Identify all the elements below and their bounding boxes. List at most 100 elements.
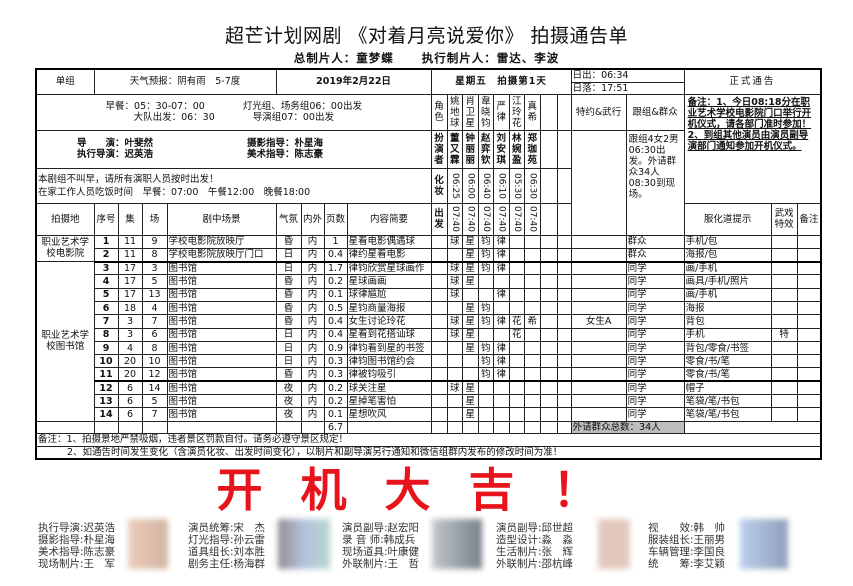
episode: 6 — [117, 407, 143, 422]
cast-mark — [508, 367, 526, 383]
scene-number: 13 — [141, 287, 168, 302]
cast-mark — [508, 380, 526, 396]
props: 笔袋/笔/书包 — [683, 407, 772, 422]
cast-mark — [446, 354, 464, 369]
role-name: 姚地球 — [446, 93, 464, 131]
cast-mark — [493, 327, 510, 342]
blank-cell — [556, 287, 572, 302]
cast-mark — [508, 407, 526, 422]
key-crew: 导 演：叶斐然 摄影指导：朴星海 执行导演：迟英浩 美术指导：陈志豪 — [35, 129, 432, 169]
stunt: 特 — [770, 327, 798, 342]
blank-cell — [539, 380, 558, 396]
blank-cell — [430, 394, 448, 409]
scene-set: 图书馆 — [166, 340, 277, 356]
cast-mark — [524, 394, 541, 409]
crew-member: 摄影指导:朴星海 — [38, 534, 116, 546]
depart-time-text: 07:40 — [449, 206, 460, 232]
sunset: 日落：17:51 — [570, 81, 685, 95]
episode: 17 — [117, 287, 143, 302]
location-cell: 职业艺术学校图书馆 — [35, 261, 95, 422]
cast-mark: 球 — [446, 327, 464, 342]
makeup-time: 06:00 — [462, 167, 479, 204]
cast-mark: 钧 — [477, 300, 495, 316]
blank-cell — [556, 129, 572, 169]
column-header-episode: 集 — [117, 202, 143, 236]
team-depart: 大队出发：06：30 — [133, 112, 215, 123]
pages: 1 — [323, 234, 348, 249]
pages: 0.1 — [323, 287, 348, 302]
crowd-text: 跟组4女2男06:30出发。外请群众34人08:30到现场。 — [625, 129, 685, 236]
crew-column: 演员副导:邱世超 造型设计:淼 淼生活制片:张 辉外联制片:邵杭峰 — [496, 522, 573, 570]
extras: 同学 — [625, 367, 685, 383]
remark — [796, 367, 822, 383]
cast-mark — [524, 367, 541, 383]
extras: 同学 — [625, 380, 685, 396]
blank-cell — [117, 420, 143, 434]
actor-name: 刘安琪 — [493, 129, 510, 169]
blank-cell — [556, 202, 572, 236]
pages: 1.7 — [323, 261, 348, 276]
sunrise: 日出：06:34 — [570, 68, 685, 83]
blank-cell — [539, 247, 558, 263]
blank-cell — [556, 394, 572, 409]
scene-number: 10 — [141, 354, 168, 369]
cast-mark: 律 — [493, 261, 510, 276]
crew-member: 美术指导:陈志豪 — [38, 546, 116, 558]
props: 海报/包 — [683, 247, 772, 263]
blank-cell — [35, 420, 95, 434]
makeup-label: 化妆 — [430, 167, 448, 204]
blank-cell — [141, 420, 168, 434]
cast-mark: 球 — [446, 261, 464, 276]
mood: 昏 — [275, 274, 302, 289]
stunt — [770, 407, 798, 422]
special-actor — [570, 287, 627, 302]
scene-set: 图书馆 — [166, 300, 277, 316]
stunt — [770, 367, 798, 383]
cast-mark — [508, 394, 526, 409]
summary: 星看到花搭讪球 — [346, 327, 432, 342]
stunt — [770, 300, 798, 316]
blank-cell — [556, 354, 572, 369]
interior-exterior: 内 — [300, 340, 325, 356]
role-name: 肖卫星 — [462, 93, 479, 131]
official-notice: 正式通告 — [683, 68, 822, 95]
interior-exterior: 内 — [300, 380, 325, 396]
cast-mark: 星 — [462, 261, 479, 276]
summary: 律钧图书馆约会 — [346, 354, 432, 369]
scene-set: 图书馆 — [166, 367, 277, 383]
summary: 星球画画 — [346, 274, 432, 289]
makeup-time-text: 06:30 — [527, 172, 538, 199]
pages: 0.2 — [323, 394, 348, 409]
cast-mark: 球 — [446, 380, 464, 396]
mood: 日 — [275, 354, 302, 369]
column-header-props: 服化道提示 — [683, 202, 772, 236]
scene-number: 9 — [141, 234, 168, 249]
depart-time-text: 07:40 — [511, 206, 522, 232]
mood: 昏 — [275, 234, 302, 249]
blurred-patch — [740, 519, 788, 569]
special-actor — [570, 247, 627, 263]
pages: 0.4 — [323, 314, 348, 329]
scene-number: 12 — [141, 367, 168, 383]
summary: 女生讨论玲花 — [346, 314, 432, 329]
episode: 6 — [117, 380, 143, 396]
actor-name: 林婉盈 — [508, 129, 526, 169]
blank-cell — [556, 340, 572, 356]
summary: 律约星看电影 — [346, 247, 432, 263]
blank-cell — [556, 407, 572, 422]
cast-mark — [477, 407, 495, 422]
extras: 同学 — [625, 314, 685, 329]
blank-cell — [430, 354, 448, 369]
crew-column: 执行导演:迟英浩 摄影指导:朴星海 美术指导:陈志豪 现场制片:王 军 — [38, 522, 115, 570]
sheet-title: 超芒计划网剧 《对着月亮说爱你》 拍摄通告单 — [224, 25, 629, 47]
special-actor — [570, 340, 627, 356]
makeup-time-text: 06:40 — [480, 172, 491, 199]
blank-cell — [477, 420, 495, 434]
cast-mark: 星 — [462, 247, 479, 263]
note-line: 备注：1、拍摄景地严禁吸烟，违者景区罚款自付。请务必遵守景区规定！ — [35, 432, 822, 447]
mood: 昏 — [275, 314, 302, 329]
special-actor — [570, 354, 627, 369]
blank-cell — [539, 129, 558, 169]
crew-member: 剧务主任:杨海群 — [188, 558, 266, 570]
crew-member: 车辆管理:李国良 — [648, 546, 726, 558]
